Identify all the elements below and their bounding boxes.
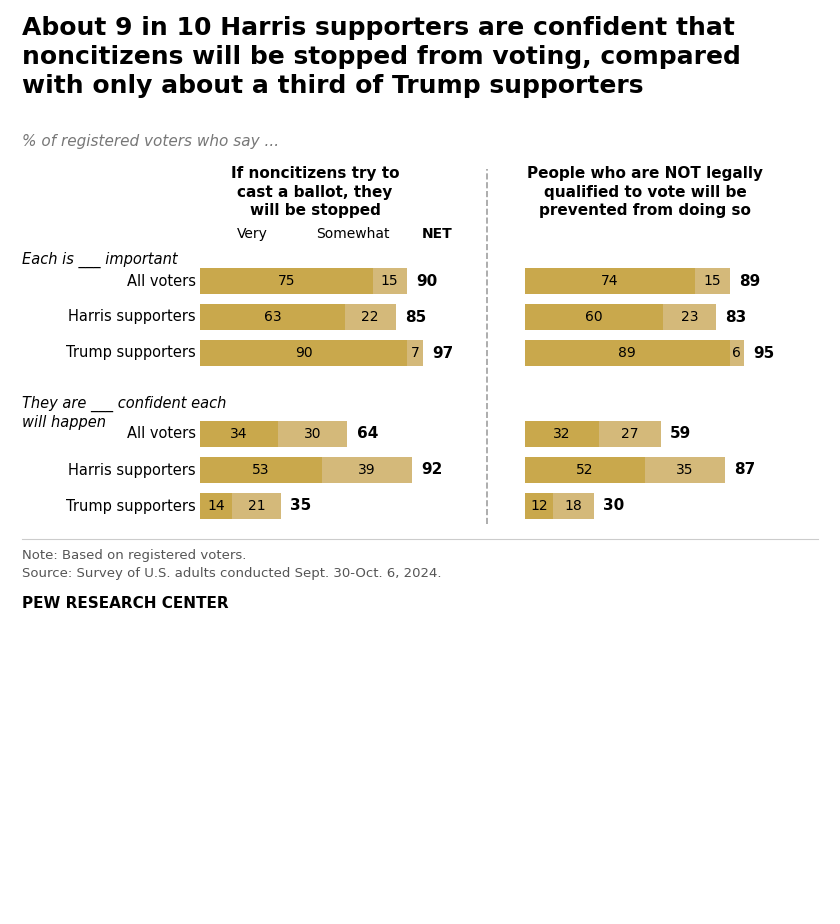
Bar bbox=[372, 268, 407, 294]
Bar bbox=[730, 340, 743, 366]
Bar bbox=[525, 421, 599, 447]
Text: 83: 83 bbox=[725, 310, 747, 324]
Text: 92: 92 bbox=[421, 463, 443, 478]
Text: 15: 15 bbox=[704, 274, 722, 288]
Bar bbox=[644, 457, 725, 483]
Text: Harris supporters: Harris supporters bbox=[68, 310, 196, 324]
Text: 89: 89 bbox=[739, 274, 760, 288]
Text: 52: 52 bbox=[576, 463, 594, 477]
Bar bbox=[407, 340, 423, 366]
Text: Note: Based on registered voters.: Note: Based on registered voters. bbox=[22, 549, 246, 562]
Bar bbox=[200, 421, 278, 447]
Text: 90: 90 bbox=[417, 274, 438, 288]
Bar bbox=[322, 457, 412, 483]
Text: NET: NET bbox=[422, 227, 453, 241]
Text: % of registered voters who say ...: % of registered voters who say ... bbox=[22, 134, 279, 149]
Text: 75: 75 bbox=[277, 274, 295, 288]
Text: 90: 90 bbox=[295, 346, 312, 360]
Text: 64: 64 bbox=[356, 427, 378, 442]
Bar bbox=[232, 493, 281, 519]
Text: About 9 in 10 Harris supporters are confident that
noncitizens will be stopped f: About 9 in 10 Harris supporters are conf… bbox=[22, 16, 741, 98]
Bar bbox=[278, 421, 347, 447]
Bar bbox=[696, 268, 730, 294]
Bar bbox=[525, 304, 663, 330]
Text: 87: 87 bbox=[734, 463, 756, 478]
Text: If noncitizens try to
cast a ballot, they
will be stopped: If noncitizens try to cast a ballot, the… bbox=[231, 166, 399, 218]
Text: 15: 15 bbox=[381, 274, 398, 288]
Text: 85: 85 bbox=[405, 310, 426, 324]
Text: 35: 35 bbox=[290, 499, 311, 514]
Bar bbox=[200, 457, 322, 483]
Text: Source: Survey of U.S. adults conducted Sept. 30-Oct. 6, 2024.: Source: Survey of U.S. adults conducted … bbox=[22, 567, 442, 580]
Bar bbox=[200, 304, 345, 330]
Text: They are ___ confident each
will happen: They are ___ confident each will happen bbox=[22, 396, 226, 430]
Text: 7: 7 bbox=[411, 346, 419, 360]
Text: 30: 30 bbox=[603, 499, 625, 514]
Text: Each is ___ important: Each is ___ important bbox=[22, 252, 177, 268]
Text: Trump supporters: Trump supporters bbox=[66, 499, 196, 514]
Text: 39: 39 bbox=[358, 463, 375, 477]
Bar bbox=[599, 421, 661, 447]
Bar bbox=[525, 268, 696, 294]
Bar bbox=[553, 493, 594, 519]
Text: Harris supporters: Harris supporters bbox=[68, 463, 196, 478]
Bar bbox=[525, 457, 644, 483]
Text: 63: 63 bbox=[264, 310, 281, 324]
Text: 35: 35 bbox=[676, 463, 694, 477]
Text: 30: 30 bbox=[304, 427, 322, 441]
Text: Somewhat: Somewhat bbox=[316, 227, 390, 241]
Text: 53: 53 bbox=[252, 463, 270, 477]
Text: People who are NOT legally
qualified to vote will be
prevented from doing so: People who are NOT legally qualified to … bbox=[527, 166, 763, 218]
Text: 22: 22 bbox=[361, 310, 379, 324]
Text: 12: 12 bbox=[530, 499, 548, 513]
Bar bbox=[200, 268, 372, 294]
Text: 23: 23 bbox=[680, 310, 698, 324]
Text: 89: 89 bbox=[618, 346, 636, 360]
Text: 32: 32 bbox=[553, 427, 570, 441]
Text: 97: 97 bbox=[433, 346, 454, 360]
Text: Very: Very bbox=[237, 227, 267, 241]
Text: PEW RESEARCH CENTER: PEW RESEARCH CENTER bbox=[22, 596, 228, 611]
Bar bbox=[200, 493, 232, 519]
Text: 74: 74 bbox=[601, 274, 619, 288]
Text: 14: 14 bbox=[207, 499, 225, 513]
Text: Trump supporters: Trump supporters bbox=[66, 346, 196, 360]
Bar bbox=[525, 340, 730, 366]
Text: 95: 95 bbox=[753, 346, 774, 360]
Text: All voters: All voters bbox=[127, 274, 196, 288]
Text: 60: 60 bbox=[585, 310, 603, 324]
Text: All voters: All voters bbox=[127, 427, 196, 442]
Text: 21: 21 bbox=[248, 499, 265, 513]
Text: 34: 34 bbox=[230, 427, 248, 441]
Bar bbox=[525, 493, 553, 519]
Bar bbox=[663, 304, 716, 330]
Text: 18: 18 bbox=[564, 499, 582, 513]
Text: 6: 6 bbox=[732, 346, 741, 360]
Text: 59: 59 bbox=[670, 427, 691, 442]
Text: 27: 27 bbox=[621, 427, 638, 441]
Bar bbox=[200, 340, 407, 366]
Bar bbox=[345, 304, 396, 330]
